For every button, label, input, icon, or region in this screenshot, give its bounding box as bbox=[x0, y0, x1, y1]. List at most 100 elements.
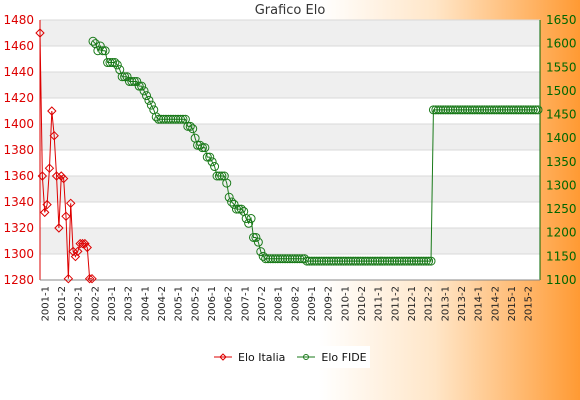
data-point-elo-fide bbox=[103, 58, 113, 68]
data-point-elo-fide bbox=[283, 254, 293, 264]
left-tick-label: 1300 bbox=[3, 247, 34, 261]
data-point-elo-fide bbox=[397, 256, 407, 266]
data-point-elo-fide bbox=[146, 100, 156, 110]
data-point-elo-fide bbox=[173, 114, 183, 124]
data-point-elo-fide bbox=[431, 105, 441, 115]
data-point-elo-fide bbox=[509, 105, 519, 115]
data-point-elo-fide bbox=[343, 256, 353, 266]
data-point-elo-fide bbox=[222, 178, 232, 188]
data-point-elo-fide bbox=[355, 256, 365, 266]
data-point-elo-italia bbox=[37, 171, 48, 181]
left-tick-label: 1440 bbox=[3, 65, 34, 79]
x-tick-label: 2008-1 bbox=[274, 286, 285, 321]
data-point-elo-fide bbox=[402, 256, 412, 266]
data-point-elo-fide bbox=[382, 256, 392, 266]
data-point-elo-fide bbox=[168, 114, 178, 124]
data-point-elo-fide bbox=[302, 256, 312, 266]
left-tick-label: 1380 bbox=[3, 143, 34, 157]
left-tick-label: 1480 bbox=[3, 13, 34, 27]
right-tick-label: 1100 bbox=[546, 273, 577, 287]
data-point-elo-fide bbox=[467, 105, 477, 115]
data-point-elo-fide bbox=[188, 124, 198, 134]
data-point-elo-fide bbox=[475, 105, 485, 115]
x-tick-label: 2014-2 bbox=[490, 286, 501, 321]
right-tick-label: 1450 bbox=[546, 108, 577, 122]
data-point-elo-fide bbox=[319, 256, 329, 266]
data-point-elo-fide bbox=[497, 105, 507, 115]
grid-band bbox=[40, 176, 540, 202]
data-point-elo-fide bbox=[241, 214, 251, 224]
data-point-elo-fide bbox=[234, 204, 244, 214]
x-tick-label: 2013-2 bbox=[457, 286, 468, 321]
data-point-elo-italia bbox=[44, 163, 55, 173]
data-point-elo-fide bbox=[511, 105, 521, 115]
data-point-elo-fide bbox=[450, 105, 460, 115]
data-point-elo-fide bbox=[261, 254, 271, 264]
data-point-elo-fide bbox=[210, 162, 220, 172]
data-point-elo-fide bbox=[341, 256, 351, 266]
data-point-elo-fide bbox=[251, 232, 261, 242]
chart-title: Grafico Elo bbox=[254, 3, 326, 18]
data-point-elo-fide bbox=[214, 171, 224, 181]
data-point-elo-fide bbox=[385, 256, 395, 266]
data-point-elo-fide bbox=[307, 256, 317, 266]
series-line-elo-italia bbox=[39, 32, 92, 280]
data-point-elo-fide bbox=[122, 72, 132, 82]
data-point-elo-fide bbox=[472, 105, 482, 115]
x-tick-label: 2006-1 bbox=[207, 286, 218, 321]
x-tick-label: 2005-1 bbox=[174, 286, 185, 321]
x-tick-label: 2002-2 bbox=[90, 286, 101, 321]
x-tick-label: 2010-1 bbox=[340, 286, 351, 321]
data-point-elo-italia bbox=[73, 246, 83, 257]
data-point-elo-fide bbox=[112, 60, 122, 70]
data-point-elo-fide bbox=[287, 254, 297, 264]
data-point-elo-fide bbox=[370, 256, 380, 266]
data-point-elo-fide bbox=[492, 105, 502, 115]
left-tick-label: 1420 bbox=[3, 91, 34, 105]
data-point-elo-italia bbox=[63, 273, 74, 284]
data-point-elo-fide bbox=[224, 192, 234, 202]
data-point-elo-fide bbox=[268, 254, 278, 264]
data-point-elo-fide bbox=[470, 105, 480, 115]
data-point-elo-fide bbox=[458, 105, 468, 115]
data-point-elo-italia bbox=[87, 273, 97, 284]
data-point-elo-fide bbox=[409, 256, 419, 266]
data-point-elo-fide bbox=[292, 254, 302, 264]
data-point-elo-fide bbox=[460, 105, 470, 115]
data-point-elo-fide bbox=[171, 114, 181, 124]
data-point-elo-fide bbox=[107, 58, 117, 68]
data-point-elo-fide bbox=[353, 256, 363, 266]
data-point-elo-fide bbox=[489, 105, 499, 115]
data-point-elo-fide bbox=[197, 143, 207, 153]
data-point-elo-fide bbox=[314, 256, 324, 266]
data-point-elo-fide bbox=[212, 171, 222, 181]
data-point-elo-fide bbox=[88, 36, 98, 46]
data-point-elo-fide bbox=[358, 256, 368, 266]
data-point-elo-fide bbox=[514, 105, 524, 115]
data-point-elo-fide bbox=[246, 214, 256, 224]
data-point-elo-fide bbox=[270, 254, 280, 264]
data-point-elo-fide bbox=[365, 256, 375, 266]
data-point-elo-fide bbox=[411, 256, 421, 266]
x-tick-label: 2012-2 bbox=[424, 286, 435, 321]
right-tick-label: 1650 bbox=[546, 13, 577, 27]
data-point-elo-fide bbox=[117, 72, 127, 82]
right-tick-label: 1300 bbox=[546, 178, 577, 192]
data-point-elo-fide bbox=[377, 256, 387, 266]
data-point-elo-italia bbox=[47, 106, 57, 116]
x-tick-label: 2014-1 bbox=[474, 286, 485, 321]
data-point-elo-italia bbox=[35, 28, 45, 38]
data-point-elo-fide bbox=[392, 256, 402, 266]
x-tick-label: 2006-2 bbox=[224, 286, 235, 321]
data-point-elo-fide bbox=[455, 105, 465, 115]
data-point-elo-fide bbox=[387, 256, 397, 266]
legend-item-elo-fide: Elo FIDE bbox=[297, 351, 367, 364]
data-point-elo-fide bbox=[414, 256, 424, 266]
data-point-elo-fide bbox=[334, 256, 344, 266]
data-point-elo-fide bbox=[499, 105, 509, 115]
data-point-elo-fide bbox=[448, 105, 458, 115]
data-point-elo-fide bbox=[304, 256, 314, 266]
data-point-elo-italia bbox=[61, 211, 71, 222]
data-point-elo-fide bbox=[338, 256, 348, 266]
